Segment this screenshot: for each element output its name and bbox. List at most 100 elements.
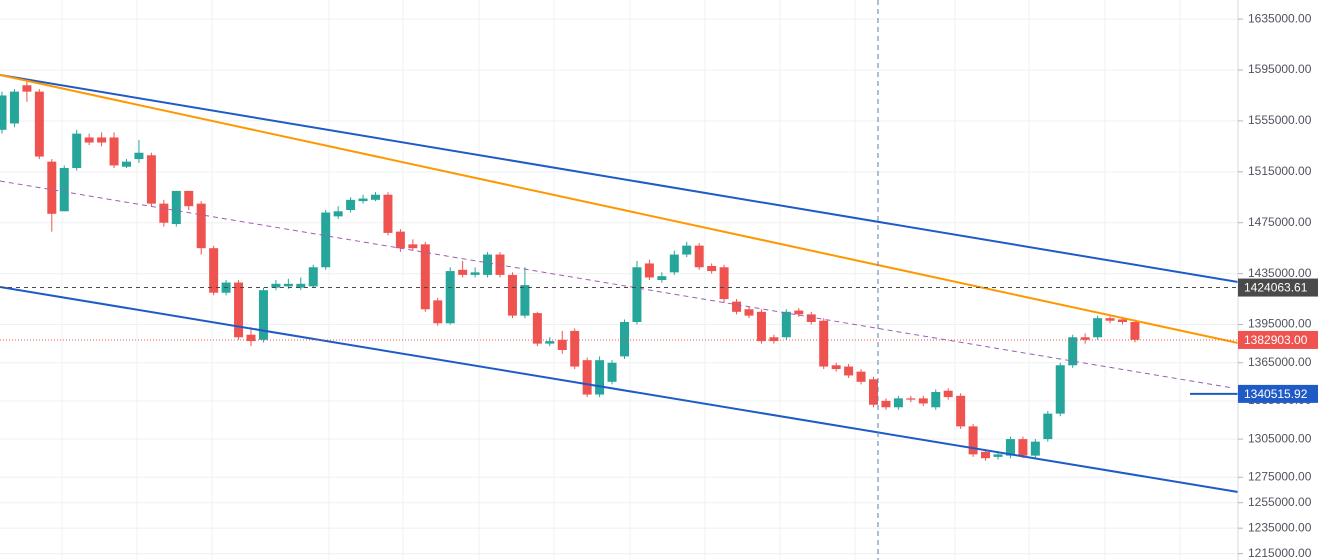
candle-body bbox=[1105, 318, 1115, 321]
candle-body bbox=[806, 314, 816, 322]
candle-body bbox=[931, 392, 941, 408]
candle-body bbox=[781, 311, 791, 338]
candle-body bbox=[72, 133, 82, 168]
candle-body bbox=[1018, 439, 1028, 456]
candle-body bbox=[918, 398, 928, 404]
candle-body bbox=[47, 161, 57, 214]
candle-body bbox=[109, 137, 119, 166]
channel-lower bbox=[0, 286, 1239, 493]
y-tick-label: 1475000.00 bbox=[1248, 215, 1312, 229]
candle-body bbox=[819, 320, 829, 367]
price-tag bbox=[1238, 278, 1318, 297]
candle-body bbox=[719, 267, 729, 300]
candle-body bbox=[694, 245, 704, 268]
y-tick-label: 1255000.00 bbox=[1248, 495, 1312, 509]
candle-body bbox=[707, 266, 717, 272]
candle-body bbox=[84, 137, 94, 143]
candle-body bbox=[458, 269, 468, 275]
candle-body bbox=[943, 390, 953, 398]
candle-body bbox=[246, 334, 256, 342]
y-tick-label: 1235000.00 bbox=[1248, 520, 1312, 534]
candle-body bbox=[159, 203, 169, 223]
candle-body bbox=[582, 360, 592, 395]
candle-body bbox=[171, 190, 181, 224]
candle-body bbox=[732, 301, 742, 312]
candle-body bbox=[22, 85, 32, 92]
candle-body bbox=[1080, 337, 1090, 340]
candle-body bbox=[321, 212, 331, 268]
y-tick-label: 1635000.00 bbox=[1248, 11, 1312, 25]
candle-body bbox=[346, 199, 356, 210]
candle-body bbox=[122, 161, 131, 167]
y-tick-label: 1435000.00 bbox=[1248, 266, 1312, 280]
candle-body bbox=[682, 245, 692, 255]
candle-body bbox=[296, 283, 306, 288]
candle-body bbox=[557, 339, 567, 350]
y-tick-label: 1555000.00 bbox=[1248, 113, 1312, 127]
y-tick-label: 1305000.00 bbox=[1248, 431, 1312, 445]
candle-body bbox=[97, 137, 107, 143]
candle-body bbox=[893, 398, 903, 408]
candle-body bbox=[644, 263, 654, 278]
candle-body bbox=[34, 91, 44, 157]
candle-body bbox=[968, 426, 978, 455]
candle-body bbox=[520, 285, 530, 316]
price-axis-labels: 1635000.00 1595000.00 1555000.00 1515000.00… bbox=[1238, 11, 1318, 560]
candle-body bbox=[59, 168, 69, 212]
candle-body bbox=[470, 272, 480, 275]
candle-body bbox=[1093, 318, 1103, 338]
price-tag-label: 1382903.00 bbox=[1244, 333, 1308, 347]
candle-body bbox=[196, 203, 206, 249]
price-lines bbox=[0, 287, 1238, 395]
candle-body bbox=[620, 322, 629, 357]
candle-body bbox=[383, 194, 393, 233]
candle-body bbox=[1030, 441, 1040, 456]
candle-body bbox=[607, 362, 617, 382]
candle-body bbox=[595, 360, 605, 395]
candle-body bbox=[234, 282, 244, 338]
candle-body bbox=[483, 254, 493, 275]
candle-body bbox=[1005, 439, 1015, 456]
drawings bbox=[0, 0, 1239, 560]
candle-body bbox=[271, 283, 281, 288]
candle-body bbox=[570, 330, 580, 367]
price-tag bbox=[1238, 384, 1318, 403]
candle-body bbox=[395, 231, 405, 249]
candle-body bbox=[756, 311, 766, 342]
candle-body bbox=[881, 400, 891, 408]
candle-body bbox=[632, 267, 642, 322]
y-tick-label: 1595000.00 bbox=[1248, 62, 1312, 76]
candle-body bbox=[9, 91, 19, 124]
candle-body bbox=[831, 365, 841, 370]
candle-body bbox=[408, 244, 418, 249]
candle-body bbox=[258, 290, 268, 340]
candle-body bbox=[769, 337, 779, 342]
y-tick-label: 1395000.00 bbox=[1248, 317, 1312, 331]
candle-body bbox=[856, 371, 866, 382]
candle-body bbox=[844, 366, 854, 376]
y-tick-label: 1275000.00 bbox=[1248, 469, 1312, 483]
v-grid bbox=[61, 0, 1181, 560]
candle-body bbox=[445, 271, 455, 324]
price-tag bbox=[1238, 330, 1318, 349]
price-tag-label: 1340515.92 bbox=[1244, 387, 1308, 401]
candle-body bbox=[209, 248, 219, 293]
candle-body bbox=[433, 300, 443, 324]
candle-body bbox=[420, 244, 430, 310]
candle-body bbox=[744, 309, 754, 316]
candle-body bbox=[1130, 322, 1140, 340]
candle-body bbox=[1068, 337, 1078, 366]
candle-body bbox=[184, 190, 194, 207]
y-tick-label: 1365000.00 bbox=[1248, 355, 1312, 369]
price-tag-label: 1424063.61 bbox=[1244, 281, 1308, 295]
candle-body bbox=[993, 454, 1003, 457]
h-grid bbox=[0, 18, 1238, 555]
candle-body bbox=[308, 267, 318, 287]
candle-body bbox=[532, 313, 542, 344]
candle-body bbox=[794, 310, 804, 315]
candle-body bbox=[134, 152, 144, 160]
candle-body bbox=[906, 398, 916, 400]
candles bbox=[0, 78, 1140, 461]
